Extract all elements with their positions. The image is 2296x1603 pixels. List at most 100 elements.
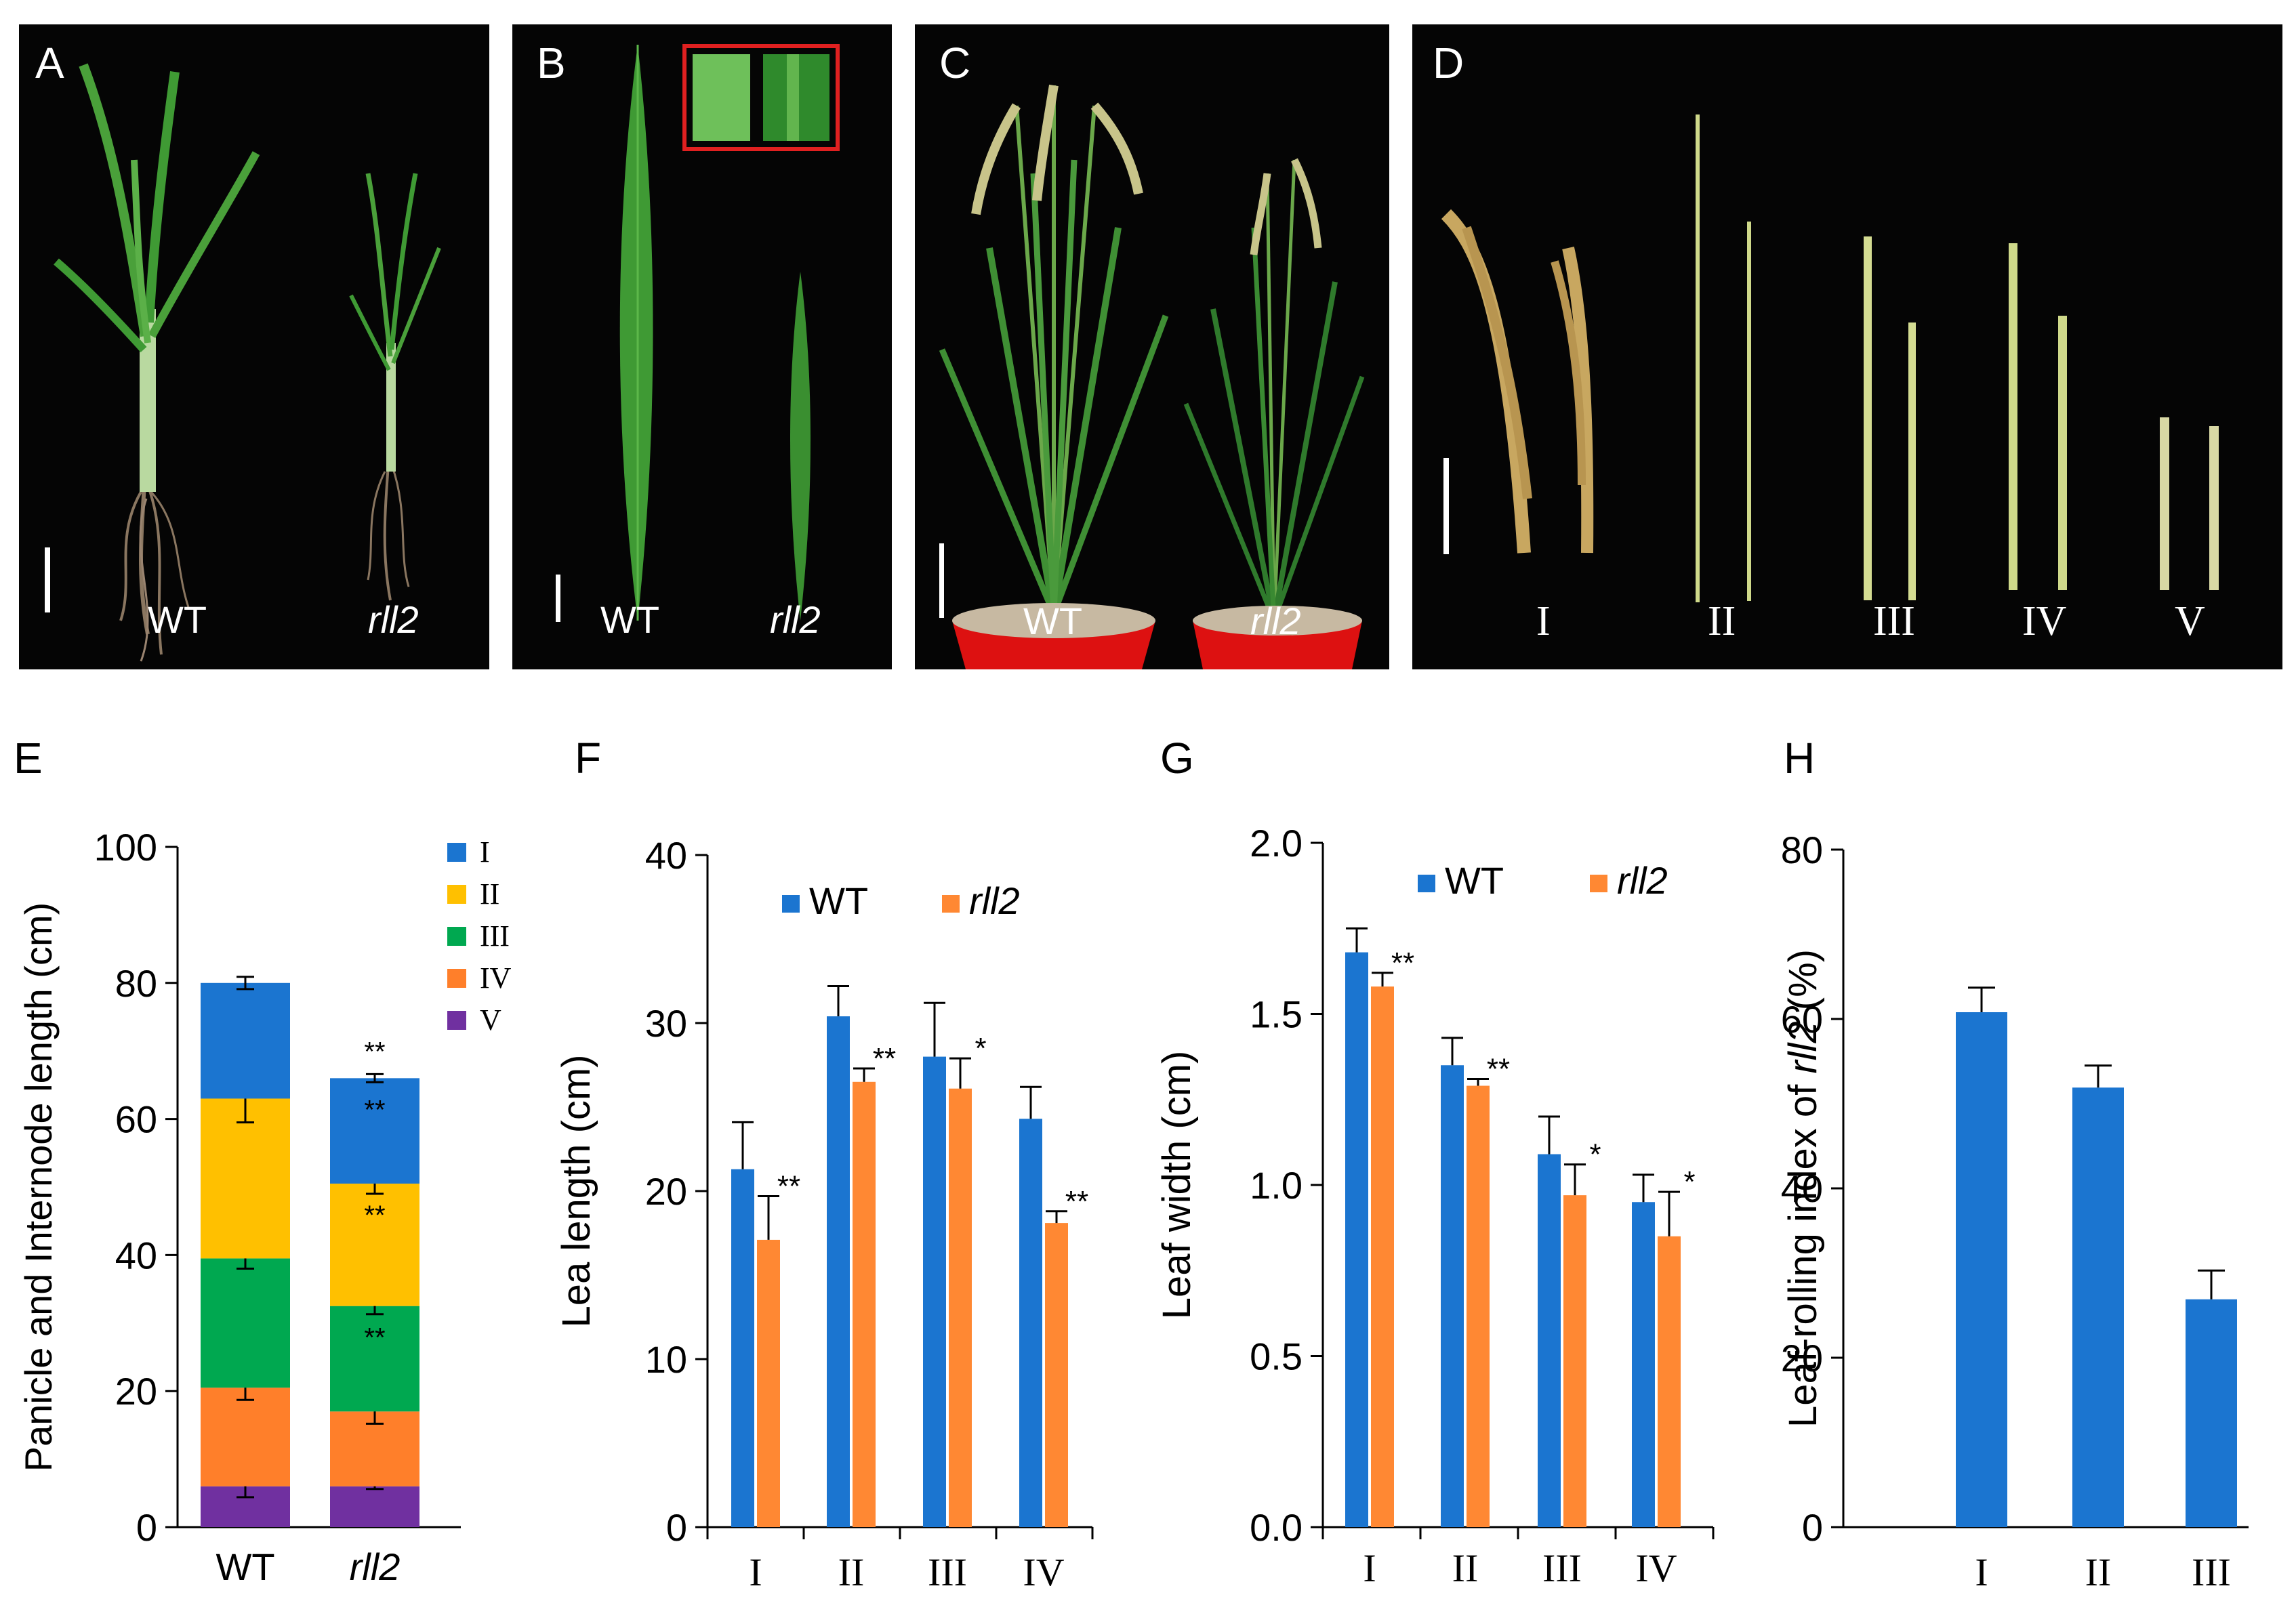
bar-rll2-III <box>1563 1195 1586 1527</box>
bar-II <box>2072 1087 2124 1527</box>
x-tick-label: II <box>1452 1546 1479 1590</box>
rll2-leaf-drawing <box>790 272 811 621</box>
y-tick-label: 0 <box>1802 1506 1823 1549</box>
y-tick-label: 0.5 <box>1250 1335 1303 1378</box>
y-tick-label: 40 <box>1781 1167 1823 1210</box>
y-tick-label: 0 <box>666 1506 687 1549</box>
internode-label-v: V <box>2175 598 2205 644</box>
bar-wt-II <box>1441 1065 1464 1527</box>
panel-letter-b: B <box>537 39 566 87</box>
legend-label-V: V <box>480 1003 501 1037</box>
stacked-bar-segment-I <box>330 1078 419 1184</box>
significance-marker: ** <box>1065 1185 1088 1218</box>
y-axis-label: Leaf width (cm) <box>1155 1051 1199 1319</box>
bar-rll2-IV <box>1045 1223 1068 1527</box>
y-tick-label: 10 <box>645 1338 687 1381</box>
legend-label-IV: IV <box>480 961 512 995</box>
stacked-bar-segment-IV <box>201 1388 290 1486</box>
legend-swatch-wt <box>1418 875 1435 892</box>
x-tick-label: rll2 <box>350 1545 401 1588</box>
stacked-bar-segment-I <box>201 982 290 1099</box>
rll2-label: rll2 <box>1250 600 1301 642</box>
y-tick-label: 100 <box>94 826 157 869</box>
y-axis-label: Leaf-rolling index of rll2 (%) <box>1781 949 1825 1428</box>
internode-label-iv: IV <box>2022 598 2067 644</box>
stacked-bar-segment-III <box>330 1306 419 1412</box>
x-tick-label: III <box>1542 1546 1582 1590</box>
legend-swatch-V <box>447 1011 466 1030</box>
chart-e-stacked: 0 20 40 60 80 100 WT ** ** ** ** rll2 Panicle and In… <box>17 826 512 1588</box>
panel-letter-e: E <box>14 734 43 783</box>
panel-letter-g: G <box>1160 734 1194 783</box>
scale-bar <box>45 547 50 612</box>
x-tick-label: III <box>928 1550 967 1594</box>
bar-wt-III <box>1538 1154 1561 1527</box>
significance-marker: * <box>975 1032 986 1065</box>
significance-marker: ** <box>1391 946 1414 980</box>
panel-letter-c: C <box>939 39 971 87</box>
y-tick-label: 60 <box>1781 998 1823 1041</box>
y-tick-label: 30 <box>645 1002 687 1045</box>
photo-panel-c: C WT rll2 <box>915 24 1389 669</box>
panicle-drawing <box>1441 209 1594 554</box>
y-tick-label: 80 <box>1781 829 1823 871</box>
legend-swatch-wt <box>782 895 800 913</box>
rll2-seedling-drawing <box>349 173 441 601</box>
y-axis-label: Lea length (cm) <box>554 1055 598 1328</box>
bar-rll2-IV <box>1658 1236 1681 1527</box>
legend-swatch-IV <box>447 969 466 988</box>
significance-marker: ** <box>364 1323 385 1353</box>
bar-III <box>2186 1299 2237 1527</box>
leaf-illustration <box>556 44 840 622</box>
chart-f-leaf-length: 0 10 20 30 40 ** I ** II * III ** IV Lea length (cm) W… <box>554 834 1094 1594</box>
rll2-label: rll2 <box>770 598 821 641</box>
x-tick-label: II <box>838 1550 865 1594</box>
x-tick-label: II <box>2085 1550 2112 1594</box>
internode-iv-wt <box>2009 243 2017 590</box>
legend-swatch-rll2 <box>1590 875 1607 892</box>
x-tick-label: I <box>1975 1550 1988 1594</box>
bar-wt-I <box>731 1169 754 1527</box>
legend-swatch-rll2 <box>942 895 960 913</box>
seedling-illustration <box>45 63 441 662</box>
legend-swatch-III <box>447 927 466 946</box>
significance-marker: ** <box>364 1037 385 1066</box>
x-tick-label: III <box>2192 1550 2231 1594</box>
internode-label-iii: III <box>1873 598 1915 644</box>
x-tick-label: IV <box>1023 1550 1064 1594</box>
internode-v-wt <box>2160 417 2169 590</box>
bar-rll2-III <box>949 1088 972 1527</box>
legend-label-II: II <box>480 877 499 911</box>
panel-letter-f: F <box>575 734 602 783</box>
bar-wt-III <box>923 1056 946 1527</box>
mature-plant-illustration <box>939 84 1365 669</box>
internode-label-i: I <box>1536 598 1551 644</box>
y-tick-label: 60 <box>115 1098 157 1141</box>
stacked-bar-segment-II <box>201 1098 290 1259</box>
wt-label: WT <box>600 598 660 641</box>
panel-letter-h: H <box>1784 734 1816 783</box>
y-tick-label: 2.0 <box>1250 822 1303 865</box>
bar-rll2-II <box>1467 1085 1490 1527</box>
wt-label: WT <box>1023 600 1083 642</box>
y-tick-label: 1.0 <box>1250 1164 1303 1207</box>
significance-marker: * <box>1683 1165 1695 1199</box>
scale-bar <box>939 543 944 618</box>
legend-label-I: I <box>480 835 490 869</box>
y-tick-label: 1.5 <box>1250 993 1303 1036</box>
stacked-bar-segment-V <box>330 1486 419 1527</box>
significance-marker: ** <box>364 1201 385 1230</box>
y-tick-label: 20 <box>1781 1337 1823 1379</box>
bar-wt-IV <box>1019 1119 1042 1527</box>
legend-label-wt: WT <box>809 879 868 922</box>
x-tick-label: I <box>749 1550 762 1594</box>
photo-panel-a: A WT rll2 <box>19 24 489 669</box>
rll2-label: rll2 <box>368 598 419 641</box>
internode-label-ii: II <box>1708 598 1736 644</box>
legend-label-rll2: rll2 <box>969 879 1020 922</box>
scale-bar <box>556 575 560 622</box>
legend-label-wt: WT <box>1445 859 1504 902</box>
